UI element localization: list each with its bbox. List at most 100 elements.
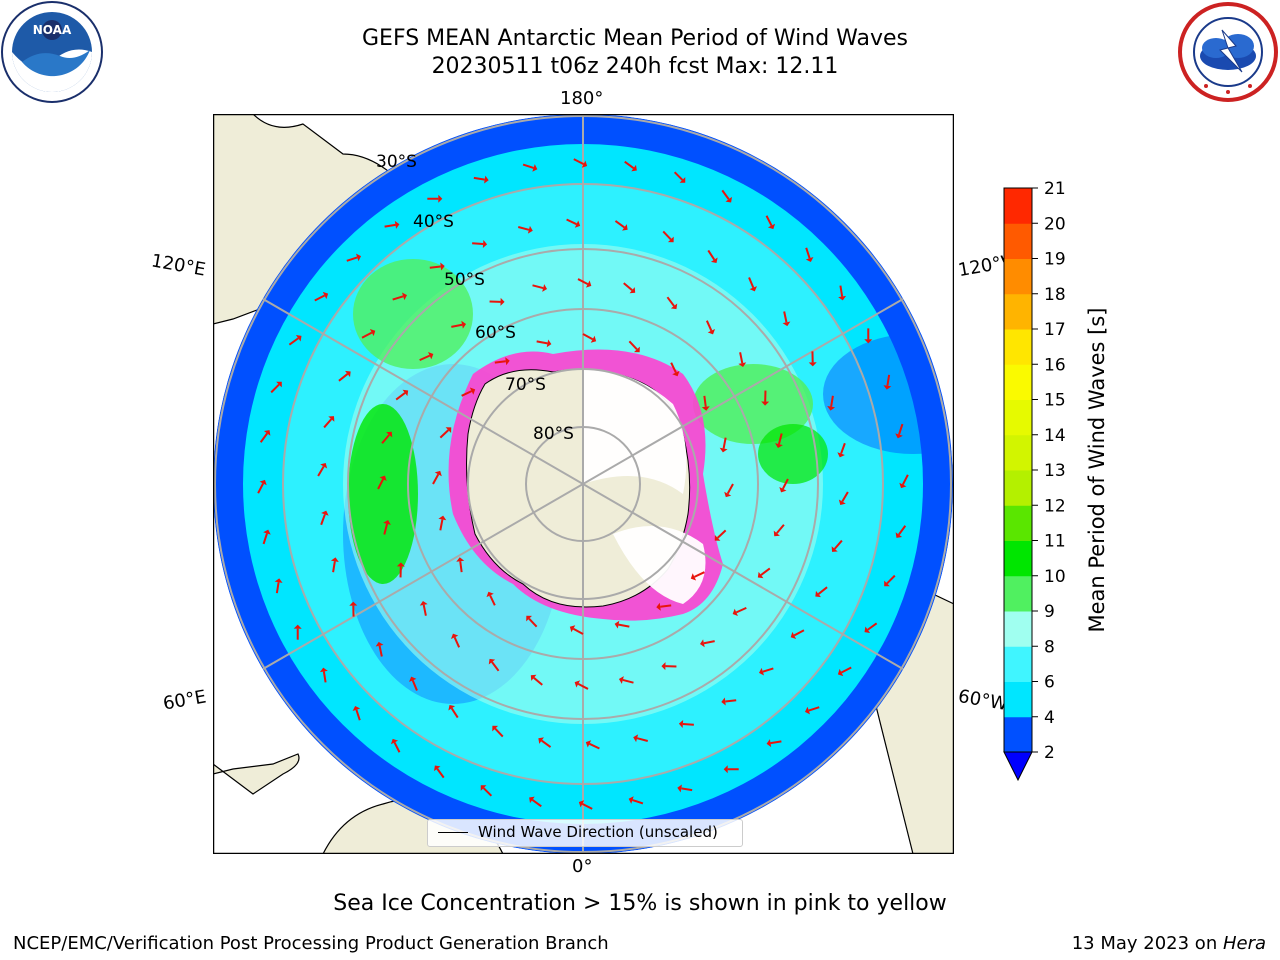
caption: Sea Ice Concentration > 15% is shown in … <box>333 891 947 916</box>
wave-direction-arrow <box>459 561 463 573</box>
colorbar-tick-label: 17 <box>1044 320 1066 340</box>
wave-direction-arrowhead <box>618 676 624 684</box>
wave-direction-arrowhead <box>805 257 814 263</box>
wave-direction-arrowhead <box>320 463 328 469</box>
wave-direction-arrow <box>582 333 594 341</box>
wave-direction-arrowhead <box>804 706 810 715</box>
wave-direction-arrowhead <box>492 725 499 732</box>
wave-direction-arrowhead <box>480 785 487 791</box>
wave-direction-arrowhead <box>661 662 666 671</box>
colorbar-segment <box>1004 258 1032 295</box>
wave-direction-arrowhead <box>369 329 376 337</box>
antarctic-map <box>213 114 954 854</box>
wave-direction-arrow <box>681 787 693 792</box>
wave-direction-arrow <box>566 218 577 226</box>
noaa-logo: NOAA <box>1 1 103 103</box>
wave-direction-arrow <box>841 491 849 503</box>
wave-direction-arrow <box>482 787 493 797</box>
wave-direction-arrowhead <box>815 590 821 598</box>
wave-direction-arrow <box>314 294 326 302</box>
wave-direction-arrow <box>722 437 727 449</box>
colorbar-under-triangle <box>1003 751 1033 782</box>
wave-direction-arrowhead <box>707 329 716 335</box>
wave-direction-arrowhead <box>383 519 391 525</box>
lon-label-left-lower: 60°E <box>161 686 208 715</box>
wave-direction-arrowhead <box>486 591 494 598</box>
colorbar-segment <box>1004 293 1032 330</box>
wave-direction-arrowhead <box>767 223 776 230</box>
wave-direction-arrowhead <box>629 287 636 294</box>
lat-label-60s: 60°S <box>475 323 516 343</box>
colorbar-segment <box>1004 646 1032 682</box>
colorbar-tick-label: 19 <box>1044 250 1066 270</box>
wave-direction-arrowhead <box>782 321 791 327</box>
wave-direction-arrow <box>577 683 589 690</box>
colorbar-tick-label: 11 <box>1044 532 1066 552</box>
wave-direction-arrowhead <box>899 482 907 489</box>
wave-direction-arrow <box>494 727 504 738</box>
wave-direction-arrowhead <box>529 796 535 804</box>
wave-direction-arrowhead <box>488 658 496 665</box>
colorbar-segment <box>1004 681 1032 718</box>
wave-direction-arrow <box>707 249 716 261</box>
wave-direction-arrowhead <box>546 339 552 348</box>
wave-direction-arrow <box>338 373 349 382</box>
wave-direction-arrowhead <box>837 668 844 677</box>
wave-direction-arrowhead <box>721 697 726 706</box>
wave-direction-arrow <box>624 160 635 169</box>
wave-direction-arrow <box>393 741 401 753</box>
wave-direction-arrow <box>472 242 484 246</box>
wave-direction-arrow <box>461 390 473 397</box>
wave-direction-arrowhead <box>482 240 488 249</box>
wave-direction-arrowhead <box>321 510 329 516</box>
wave-direction-arrow <box>618 623 630 628</box>
wave-direction-arrow <box>886 574 896 585</box>
colorbar-tick-label: 2 <box>1044 743 1055 763</box>
colorbar-tick-label: 15 <box>1044 391 1066 411</box>
wave-direction-arrowhead <box>761 401 770 406</box>
wave-direction-arrow <box>533 677 543 686</box>
wave-direction-arrowhead <box>526 615 533 622</box>
colorbar-tick-label: 4 <box>1044 708 1055 728</box>
wave-direction-arrowhead <box>450 633 459 639</box>
wave-direction-arrowhead <box>585 280 592 288</box>
wave-direction-arrow <box>614 220 625 229</box>
wave-direction-arrow <box>670 362 677 374</box>
wave-direction-arrowhead <box>672 370 680 377</box>
wave-direction-arrow <box>322 671 327 683</box>
wave-direction-arrow <box>439 429 450 439</box>
wave-direction-arrowhead <box>445 427 452 434</box>
wave-direction-arrowhead <box>274 578 283 583</box>
wave-direction-arrow <box>770 740 782 745</box>
chart-title: GEFS MEAN Antarctic Mean Period of Wind … <box>362 26 908 51</box>
wave-direction-arrow <box>439 519 444 531</box>
wave-direction-arrow <box>522 163 534 169</box>
wave-direction-arrowhead <box>574 220 581 228</box>
wave-direction-arrowhead <box>719 447 728 453</box>
lat-label-80s: 80°S <box>533 424 574 444</box>
colorbar-label: Mean Period of Wind Waves [s] <box>1085 308 1109 633</box>
colorbar-tick-label: 20 <box>1044 214 1066 234</box>
wave-direction-arrowhead <box>837 452 845 458</box>
wave-direction-arrow <box>489 594 496 606</box>
wave-direction-arrowhead <box>883 385 892 390</box>
footer-date: 13 May 2023 on Hera <box>1072 933 1266 954</box>
lon-label-left-upper: 120°E <box>149 250 208 281</box>
wave-direction-arrowhead <box>530 674 537 681</box>
colorbar-tick-label: 14 <box>1044 426 1066 446</box>
wave-direction-arrowhead <box>775 443 783 449</box>
wave-direction-arrowhead <box>438 515 447 521</box>
wave-direction-arrowhead <box>884 580 890 587</box>
wave-direction-arrowhead <box>667 236 674 243</box>
wave-direction-arrow <box>783 311 788 323</box>
wave-direction-arrow <box>898 525 907 536</box>
wave-direction-arrowhead <box>723 765 728 774</box>
colorbar-tick-label: 6 <box>1044 673 1055 693</box>
wave-direction-arrow <box>703 395 707 407</box>
wave-direction-arrow <box>805 247 811 259</box>
wave-direction-arrowhead <box>738 362 747 368</box>
wave-direction-arrow <box>453 636 461 648</box>
wave-direction-arrow <box>840 666 852 674</box>
wave-direction-arrow <box>748 277 755 289</box>
wave-direction-arrowhead <box>538 737 544 744</box>
